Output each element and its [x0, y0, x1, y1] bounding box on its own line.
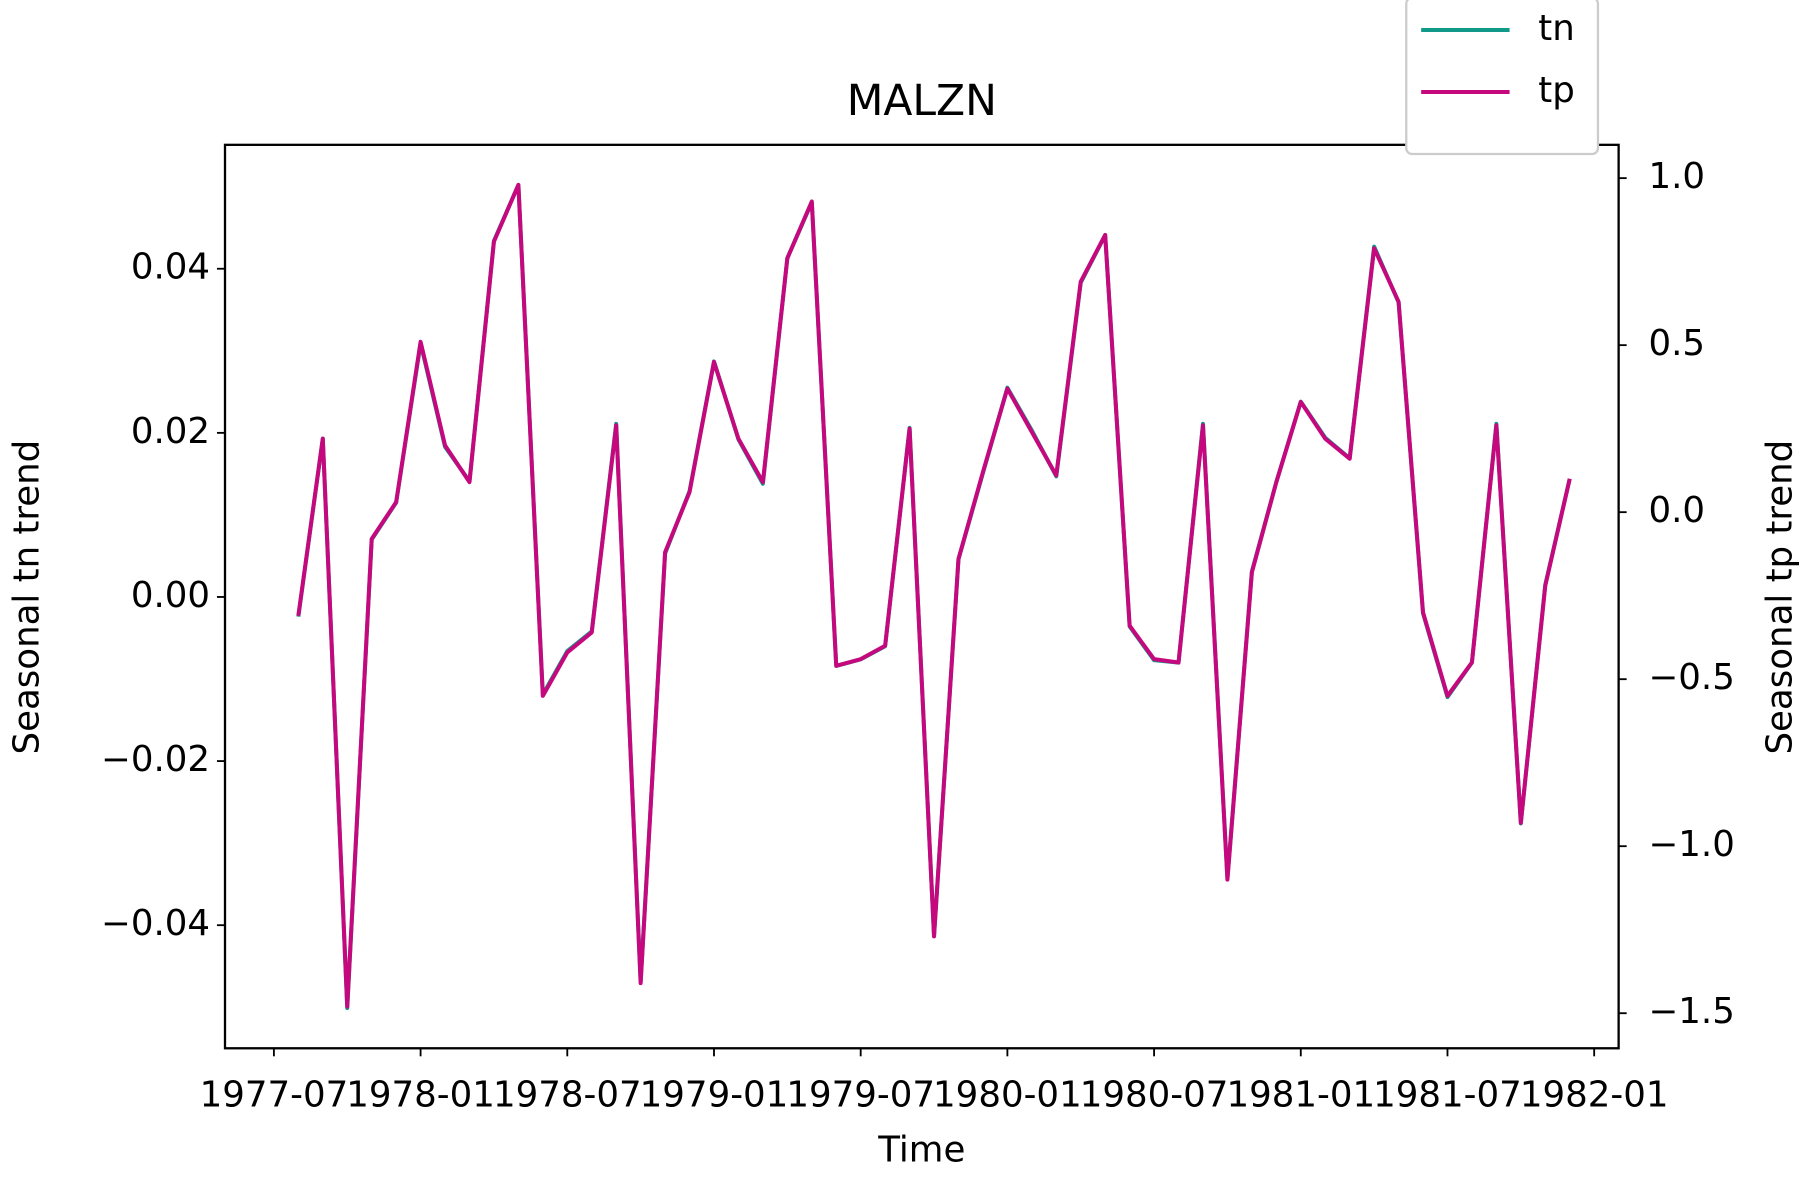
legend-label: tp: [1538, 70, 1575, 111]
chart-title: MALZN: [847, 77, 997, 126]
line-series: [296, 182, 1572, 1009]
y-tick-label: 0.02: [131, 411, 210, 452]
x-axis-label: Time: [877, 1130, 965, 1171]
legend-box: [1405, 0, 1600, 156]
x-tick-label: 1978-01: [346, 1074, 495, 1115]
x-tick-label: 1980-07: [1080, 1074, 1229, 1115]
y2-axis-label: Seasonal tp trend: [1760, 440, 1800, 755]
x-tick-label: 1978-07: [493, 1074, 642, 1115]
y-tick-label: 0.04: [131, 247, 210, 288]
x-tick-label: 1981-07: [1373, 1074, 1522, 1115]
y-tick-label: −0.02: [101, 739, 210, 780]
y2-tick-label: −0.5: [1648, 657, 1734, 698]
x-tick-label: 1979-07: [786, 1074, 935, 1115]
y2-tick-label: 1.0: [1648, 156, 1705, 197]
y2-tick-label: −1.0: [1648, 824, 1734, 865]
x-tick-label: 1977-07: [200, 1074, 349, 1115]
y-tick-label: −0.04: [101, 903, 210, 944]
y2-tick-label: 0.0: [1648, 490, 1705, 531]
x-tick-label: 1979-01: [640, 1074, 789, 1115]
y2-tick-label: 0.5: [1648, 323, 1705, 364]
y-axis-label: Seasonal tn trend: [7, 440, 48, 755]
plot-frame: [223, 143, 1620, 1050]
y-tick-label: 0.00: [131, 575, 210, 616]
y2-tick-label: −1.5: [1648, 991, 1734, 1032]
x-tick-label: 1981-01: [1226, 1074, 1375, 1115]
x-tick-label: 1980-01: [933, 1074, 1082, 1115]
legend-label: tn: [1538, 8, 1575, 49]
x-tick-label: 1982-01: [1520, 1074, 1669, 1115]
